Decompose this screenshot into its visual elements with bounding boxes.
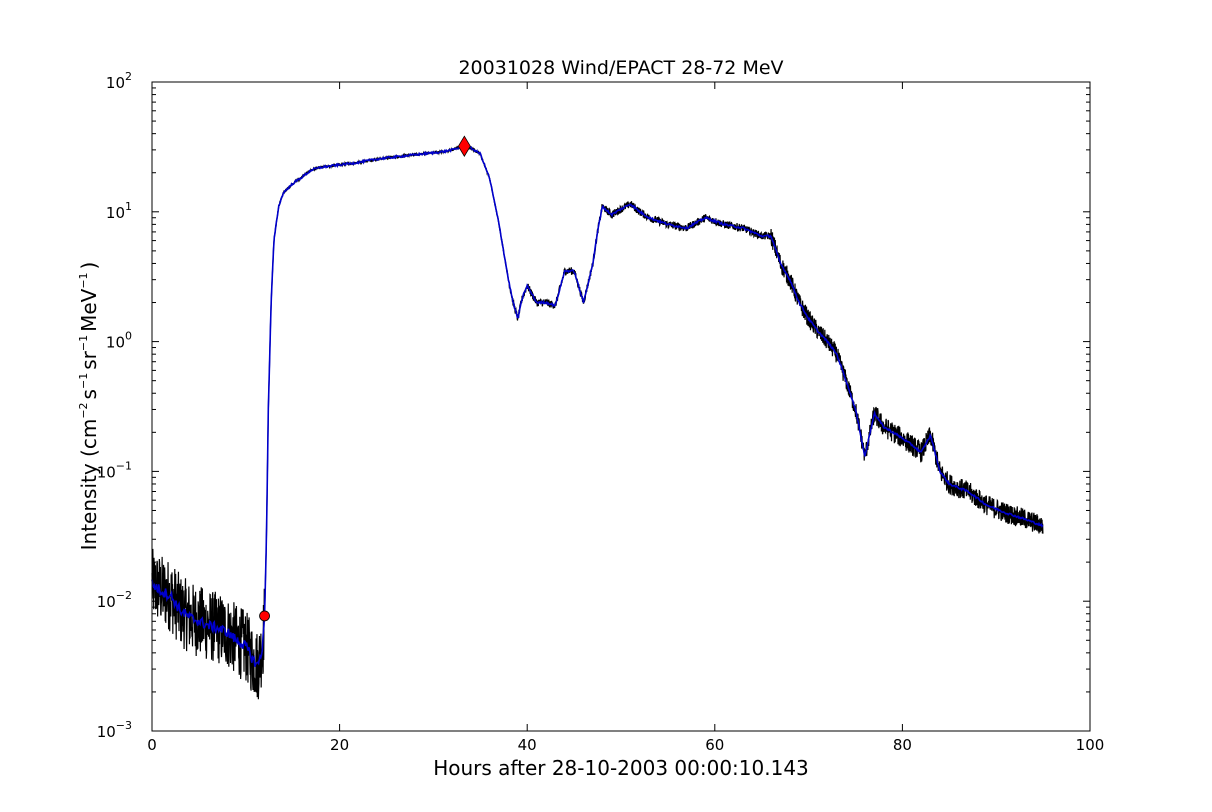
series-smoothed-line <box>151 144 1044 667</box>
x-axis-label: Hours after 28-10-2003 00:00:10.143 <box>433 756 809 780</box>
onset-marker <box>259 610 270 622</box>
x-tick-label: 80 <box>893 736 912 754</box>
y-tick-label: 10−3 <box>97 719 132 741</box>
x-tick-label: 20 <box>330 736 349 754</box>
y-tick-label: 10−2 <box>97 589 132 611</box>
x-tick-label: 0 <box>147 736 157 754</box>
plot-frame <box>151 81 1091 732</box>
y-tick-label: 100 <box>106 330 132 352</box>
x-tick-label: 60 <box>705 736 724 754</box>
y-tick-label: 102 <box>106 70 132 92</box>
x-tick-label: 40 <box>518 736 537 754</box>
x-tick-label: 100 <box>1076 736 1105 754</box>
y-axis-label: Intensity (cm−2s−1sr−1MeV−1) <box>77 262 101 551</box>
y-tick-label: 101 <box>106 200 132 222</box>
y-tick-label: 10−1 <box>97 459 132 481</box>
peak-marker <box>457 135 471 158</box>
chart-title: 20031028 Wind/EPACT 28-72 MeV <box>458 57 783 79</box>
